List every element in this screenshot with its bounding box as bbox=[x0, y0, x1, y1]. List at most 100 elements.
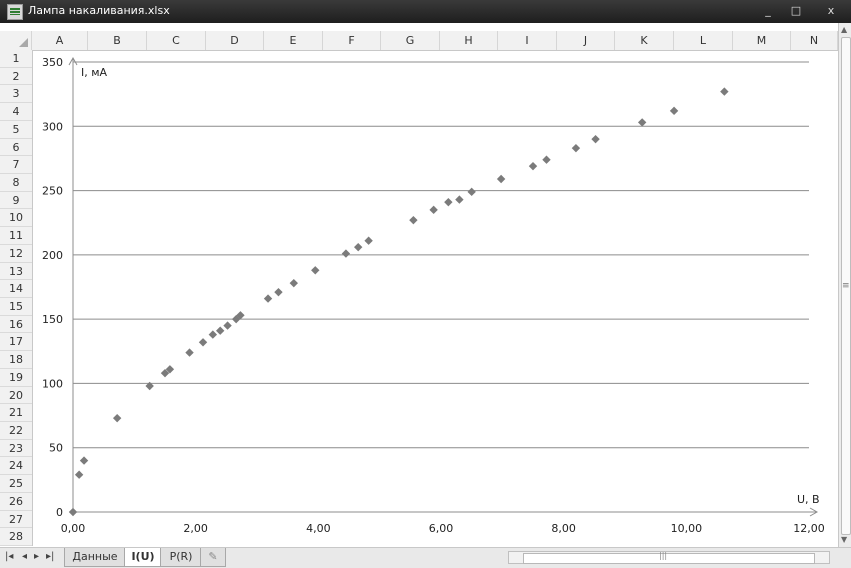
data-point bbox=[263, 294, 273, 303]
horizontal-scrollbar[interactable]: ||| bbox=[508, 551, 830, 564]
column-header-cell[interactable]: G bbox=[381, 31, 440, 50]
y-axis-label: I, мА bbox=[81, 66, 108, 79]
row-header-cell[interactable]: 18 bbox=[0, 351, 32, 369]
row-header-cell[interactable]: 27 bbox=[0, 511, 32, 529]
horizontal-scroll-thumb[interactable] bbox=[523, 553, 815, 564]
first-sheet-icon[interactable]: |◂ bbox=[5, 551, 14, 562]
row-header-cell[interactable]: 8 bbox=[0, 174, 32, 192]
row-header-cell[interactable]: 24 bbox=[0, 457, 32, 476]
row-header-cell[interactable]: 20 bbox=[0, 387, 32, 405]
y-tick-label: 250 bbox=[42, 185, 63, 198]
row-header-cell[interactable]: 14 bbox=[0, 280, 32, 298]
tab-i-u[interactable]: I(U) bbox=[124, 548, 162, 567]
window-title: Лампа накаливания.xlsx bbox=[28, 4, 170, 17]
data-point bbox=[409, 215, 418, 225]
data-point bbox=[429, 205, 438, 215]
close-button[interactable]: x bbox=[827, 4, 835, 17]
maximize-button[interactable]: □ bbox=[790, 4, 802, 17]
column-header-cell[interactable]: J bbox=[557, 31, 615, 50]
column-header-cell[interactable]: C bbox=[147, 31, 206, 50]
data-point bbox=[216, 326, 225, 335]
column-header-cell[interactable]: E bbox=[264, 31, 323, 50]
row-header-cell[interactable]: 11 bbox=[0, 227, 32, 245]
axes bbox=[68, 56, 819, 517]
row-header-cell[interactable]: 5 bbox=[0, 121, 32, 139]
data-point bbox=[467, 187, 476, 197]
row-header-cell[interactable]: 22 bbox=[0, 422, 32, 440]
row-header-cell[interactable]: 10 bbox=[0, 209, 32, 228]
data-point bbox=[74, 470, 84, 479]
y-tick-label: 0 bbox=[56, 506, 63, 519]
data-point bbox=[341, 249, 351, 258]
row-header-cell[interactable]: 19 bbox=[0, 369, 32, 387]
window-title-bar: Лампа накаливания.xlsx _ □ x bbox=[0, 0, 851, 23]
x-tick-label: 0,00 bbox=[61, 522, 86, 535]
data-point bbox=[591, 134, 600, 144]
data-point bbox=[496, 174, 506, 184]
row-header-cell[interactable]: 2 bbox=[0, 68, 32, 86]
vertical-scrollbar[interactable]: ▲ ≡ ▼ bbox=[838, 23, 851, 547]
data-point bbox=[528, 161, 538, 171]
data-point bbox=[208, 330, 218, 339]
x-axis-label: U, В bbox=[797, 493, 820, 506]
data-point bbox=[198, 338, 208, 347]
y-tick-labels: 0 50 100 150 200 250 300 350 bbox=[42, 56, 63, 519]
gridlines bbox=[73, 61, 809, 449]
next-sheet-icon[interactable]: ▸ bbox=[34, 551, 40, 562]
minimize-button[interactable]: _ bbox=[765, 4, 771, 17]
data-point bbox=[236, 311, 245, 320]
chart-area[interactable]: 0 50 100 150 200 250 300 350 0,00 2,00 4,00 6,00 8,… bbox=[32, 50, 838, 546]
scroll-down-icon[interactable]: ▼ bbox=[841, 535, 848, 544]
column-header-cell[interactable]: N bbox=[791, 31, 838, 50]
data-point bbox=[455, 195, 464, 204]
select-all-corner[interactable] bbox=[0, 31, 32, 50]
column-header-cell[interactable]: I bbox=[498, 31, 557, 50]
column-header-cell[interactable]: L bbox=[674, 31, 733, 50]
row-header-cell[interactable]: 6 bbox=[0, 139, 32, 157]
row-header-cell[interactable]: 1 bbox=[0, 50, 32, 68]
tab-p-r[interactable]: P(R) bbox=[160, 548, 202, 567]
x-tick-label: 10,00 bbox=[671, 522, 703, 535]
prev-sheet-icon[interactable]: ◂ bbox=[22, 551, 28, 562]
data-point bbox=[160, 368, 170, 378]
hscroll-grip-icon: ||| bbox=[659, 551, 668, 560]
column-header-cell[interactable]: D bbox=[206, 31, 264, 50]
y-tick-label: 50 bbox=[49, 442, 63, 455]
column-header-cell[interactable]: H bbox=[440, 31, 498, 50]
data-point bbox=[444, 197, 453, 207]
column-header-cell[interactable]: B bbox=[88, 31, 147, 50]
row-header-cell[interactable]: 3 bbox=[0, 85, 32, 104]
row-header-cell[interactable]: 26 bbox=[0, 493, 32, 511]
row-header-cell[interactable]: 12 bbox=[0, 245, 32, 263]
last-sheet-icon[interactable]: ▸| bbox=[46, 551, 55, 562]
scroll-grip-icon: ≡ bbox=[842, 281, 850, 291]
data-point bbox=[311, 266, 320, 275]
data-point bbox=[571, 143, 581, 153]
column-header-cell[interactable]: M bbox=[733, 31, 791, 50]
x-tick-label: 8,00 bbox=[551, 522, 576, 535]
scroll-up-icon[interactable]: ▲ bbox=[841, 25, 848, 34]
column-header-cell[interactable]: K bbox=[615, 31, 674, 50]
row-header-cell[interactable]: 25 bbox=[0, 475, 32, 493]
x-tick-label: 4,00 bbox=[306, 522, 331, 535]
y-tick-label: 150 bbox=[42, 313, 63, 326]
data-series bbox=[68, 87, 729, 517]
row-header-cell[interactable]: 9 bbox=[0, 192, 32, 210]
row-header-cell[interactable]: 17 bbox=[0, 333, 32, 352]
row-header-cell[interactable]: 4 bbox=[0, 103, 32, 121]
column-header-cell[interactable]: A bbox=[32, 31, 88, 50]
row-header-cell[interactable]: 23 bbox=[0, 440, 32, 458]
data-point bbox=[354, 242, 363, 252]
tab-data[interactable]: Данные bbox=[64, 548, 126, 567]
row-header-cell[interactable]: 28 bbox=[0, 528, 32, 546]
row-header-cell[interactable]: 16 bbox=[0, 316, 32, 334]
row-header-cell[interactable]: 21 bbox=[0, 404, 32, 422]
row-header-cell[interactable]: 7 bbox=[0, 156, 32, 174]
y-tick-label: 200 bbox=[42, 249, 63, 262]
data-point bbox=[185, 348, 194, 357]
insert-sheet-icon[interactable]: ✎ bbox=[200, 548, 226, 567]
column-header-cell[interactable]: F bbox=[323, 31, 381, 50]
row-header-cell[interactable]: 15 bbox=[0, 298, 32, 316]
row-header-cell[interactable]: 13 bbox=[0, 263, 32, 281]
